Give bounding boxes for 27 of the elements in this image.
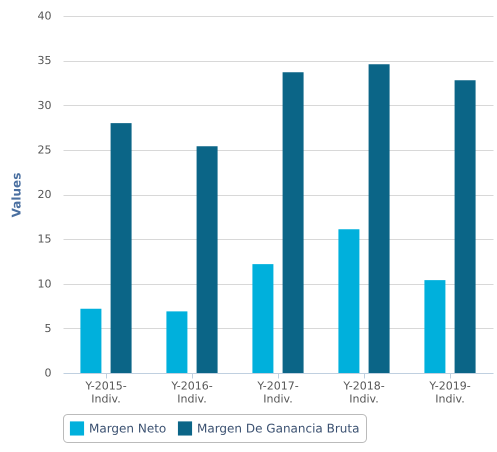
y-tick-label: 10: [38, 277, 52, 290]
x-tick-label: Y-2015-Indiv.: [84, 380, 127, 406]
y-tick-label: 15: [38, 232, 52, 246]
bar: [368, 64, 390, 373]
bar: [110, 123, 132, 373]
x-tick-label: Y-2019-Indiv.: [428, 380, 471, 406]
y-tick-label: 30: [38, 98, 52, 112]
bar: [252, 264, 274, 373]
legend-label: Margen De Ganancia Bruta: [197, 421, 360, 436]
y-tick-label: 40: [38, 10, 52, 22]
x-tick-label: Y-2017-Indiv.: [256, 380, 299, 406]
bar: [424, 280, 446, 373]
y-tick-label: 0: [44, 366, 52, 380]
y-tick-label: 20: [38, 188, 52, 201]
y-axis-title: Values: [10, 172, 24, 218]
bar: [454, 80, 476, 373]
y-tick-label: 25: [38, 143, 52, 156]
bar: [196, 146, 218, 373]
legend-label: Margen Neto: [89, 421, 166, 436]
y-tick-label: 5: [44, 322, 52, 335]
bar: [338, 229, 360, 373]
bar: [166, 311, 188, 373]
y-tick-label: 35: [38, 54, 52, 68]
x-tick-label: Y-2018-Indiv.: [342, 380, 385, 406]
bar: [282, 72, 304, 373]
x-tick-label: Y-2016-Indiv.: [170, 380, 213, 406]
bar: [80, 308, 102, 373]
